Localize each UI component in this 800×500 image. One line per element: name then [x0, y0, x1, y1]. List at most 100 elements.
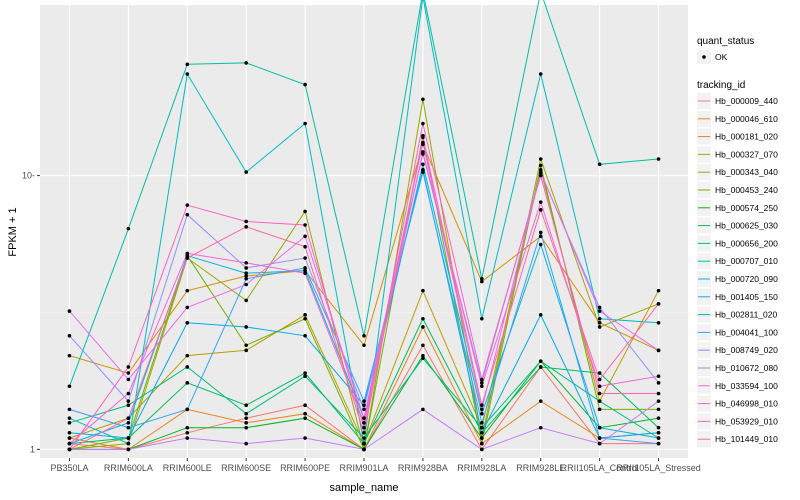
data-point-Hb_000046_610-RRIM928LE: [538, 399, 543, 403]
data-point-Hb_000707_010-PB350LA: [67, 384, 72, 389]
data-point-Hb_046998_010-RRIM928LE: [538, 200, 543, 204]
data-point-Hb_000453_240-RRIM928LA: [480, 441, 484, 446]
data-point-Hb_000327_070-RRIM928BA: [421, 288, 425, 293]
data-point-Hb_000343_040-RRIM600SE: [244, 298, 248, 303]
data-point-Hb_033594_100-RRIM600SE: [244, 282, 248, 287]
y-axis-title: FPKM + 1: [7, 207, 19, 256]
data-point-Hb_001405_150-RRII105LA_Stressed: [656, 436, 661, 440]
data-point-Hb_001405_150-RRIM600LA: [126, 421, 131, 425]
data-point-Hb_002811_020-RRII105LA_Stressed: [656, 430, 661, 435]
data-point-Hb_008749_020-RRIM928LA: [480, 381, 484, 385]
data-point-Hb_002811_020-RRIM928LA: [480, 430, 484, 435]
data-point-Hb_000707_010-RRII105LA_Stressed: [656, 157, 661, 161]
data-point-Hb_101449_010-RRIM901LA: [362, 430, 366, 435]
data-point-Hb_000574_250-RRIM928LA: [480, 436, 484, 440]
data-point-Hb_000707_010-RRIM901LA: [362, 333, 366, 338]
data-point-Hb_000327_070-RRIM600LE: [185, 353, 190, 358]
data-point-Hb_000720_090-RRIM600LA: [126, 441, 131, 446]
data-point-Hb_053929_010-RRIM600LA: [126, 365, 131, 369]
legend-label-tracking-id: Hb_000046_610: [715, 114, 778, 124]
data-point-Hb_000009_440-RRIM600PE: [303, 403, 307, 407]
data-point-Hb_000625_030-RRII105LA_Stressed: [656, 425, 661, 430]
data-point-Hb_000453_240-RRII105LA_Control: [597, 407, 602, 412]
data-point-Hb_053929_010-RRIM600SE: [244, 219, 248, 224]
legend-label-tracking-id: Hb_101449_010: [715, 434, 778, 444]
x-tick-label: RRII105LA_Control: [561, 463, 639, 473]
data-point-Hb_002811_020-RRIM600LE: [185, 320, 190, 325]
data-point-Hb_046998_010-RRIM928LA: [480, 384, 484, 389]
x-tick-label: RRIM600LE: [163, 463, 212, 473]
data-point-Hb_008749_020-RRIM600LA: [126, 399, 131, 403]
data-point-Hb_000656_200-RRIM928LE: [538, 359, 543, 363]
data-point-Hb_053929_010-RRIM901LA: [362, 425, 366, 430]
data-point-Hb_000453_240-RRIM928LE: [538, 163, 543, 168]
data-point-Hb_000656_200-RRII105LA_Control: [597, 399, 602, 403]
data-point-Hb_000656_200-RRIM600LE: [185, 365, 190, 369]
data-point-Hb_008749_020-RRIM600SE: [244, 266, 248, 270]
data-point-Hb_000574_250-RRIM600PE: [303, 416, 307, 420]
data-point-Hb_000625_030-RRIM600PE: [303, 371, 307, 375]
data-point-Hb_046998_010-RRII105LA_Stressed: [656, 374, 661, 379]
x-tick-label: RRII105LA_Stressed: [616, 463, 701, 473]
data-point-Hb_004041_100-RRII105LA_Control: [597, 436, 602, 440]
data-point-Hb_101449_010-RRIM600LA: [126, 416, 131, 420]
data-point-Hb_046998_010-RRIM928BA: [421, 150, 425, 154]
data-point-Hb_000720_090-RRIM600LE: [185, 72, 190, 76]
data-point-Hb_000009_440-RRIM600LE: [185, 430, 190, 435]
data-point-Hb_000343_040-RRIM928LE: [538, 157, 543, 161]
legend-label-tracking-id: Hb_001405_150: [715, 292, 778, 302]
data-point-Hb_000181_020-RRIM600LA: [126, 371, 131, 375]
data-point-Hb_010672_080-RRIM600LE: [185, 436, 190, 440]
data-point-Hb_002811_020-RRIM600LA: [126, 436, 131, 440]
data-point-Hb_008749_020-PB350LA: [67, 333, 72, 338]
data-point-Hb_000327_070-PB350LA: [67, 436, 72, 440]
data-point-Hb_008749_020-RRIM600PE: [303, 256, 307, 260]
data-point-Hb_000656_200-RRIM928BA: [421, 356, 425, 361]
data-point-Hb_000327_070-RRIM600SE: [244, 348, 248, 353]
data-point-Hb_101449_010-RRIM928BA: [421, 135, 425, 140]
data-point-Hb_101449_010-PB350LA: [67, 447, 72, 452]
data-point-Hb_033594_100-RRII105LA_Stressed: [656, 348, 661, 353]
legend-label-tracking-id: Hb_000625_030: [715, 221, 778, 231]
legend-label-quant-status: OK: [715, 52, 728, 62]
data-point-Hb_001405_150-RRIM928BA: [421, 162, 425, 167]
data-point-Hb_008749_020-RRII105LA_Stressed: [656, 381, 661, 385]
data-point-Hb_046998_010-PB350LA: [67, 441, 72, 446]
data-point-Hb_000181_020-RRIM928LA: [480, 279, 484, 284]
legend-title-tracking-id: tracking_id: [697, 80, 745, 91]
y-tick-label: 10-: [22, 171, 35, 181]
data-point-Hb_010672_080-RRIM901LA: [362, 447, 366, 452]
data-point-Hb_033594_100-RRIM928BA: [421, 140, 425, 145]
legend-label-tracking-id: Hb_000707_010: [715, 256, 778, 266]
data-point-Hb_053929_010-RRIM928LA: [480, 377, 484, 382]
legend: quant_status OK tracking_id Hb_000009_440 Hb…: [697, 36, 778, 448]
data-point-Hb_002811_020-RRIM600PE: [303, 333, 307, 338]
data-point-Hb_000625_030-RRII105LA_Control: [597, 371, 602, 375]
data-point-Hb_010672_080-RRIM600PE: [303, 436, 307, 440]
data-point-Hb_000181_020-RRIM600SE: [244, 274, 248, 278]
data-point-Hb_004041_100-RRIM600SE: [244, 276, 248, 281]
data-point-Hb_000656_200-RRIM901LA: [362, 436, 366, 440]
data-point-Hb_000453_240-RRII105LA_Stressed: [656, 407, 661, 412]
data-point-Hb_000707_010-RRIM600LE: [185, 62, 190, 67]
data-point-Hb_002811_020-RRIM600SE: [244, 325, 248, 329]
data-point-Hb_101449_010-RRIM928LA: [480, 403, 484, 407]
data-point-Hb_001405_150-RRIM928LA: [480, 411, 484, 416]
data-point-Hb_000453_240-RRIM600SE: [244, 343, 248, 348]
data-point-Hb_000656_200-RRIM600SE: [244, 411, 248, 416]
data-point-Hb_000720_090-RRIM600SE: [244, 170, 248, 174]
data-point-Hb_000343_040-RRIM928BA: [421, 97, 425, 102]
data-point-Hb_000009_440-RRIM928BA: [421, 343, 425, 348]
legend-title-quant-status: quant_status: [697, 36, 754, 47]
data-point-Hb_000009_440-RRIM600SE: [244, 416, 248, 420]
data-point-Hb_000046_610-RRIM600SE: [244, 421, 248, 425]
legend-label-tracking-id: Hb_000327_070: [715, 149, 778, 159]
data-point-Hb_004041_100-RRIM600LE: [185, 407, 190, 412]
data-point-Hb_004041_100-RRIM600PE: [303, 266, 307, 270]
data-point-Hb_101449_010-RRIM600LE: [185, 256, 190, 260]
data-point-Hb_000656_200-PB350LA: [67, 421, 72, 425]
data-point-Hb_004041_100-PB350LA: [67, 407, 72, 412]
data-point-Hb_053929_010-RRII105LA_Stressed: [656, 391, 661, 396]
data-point-Hb_010672_080-RRIM928BA: [421, 407, 425, 412]
data-point-Hb_004041_100-RRIM928LE: [538, 230, 543, 235]
